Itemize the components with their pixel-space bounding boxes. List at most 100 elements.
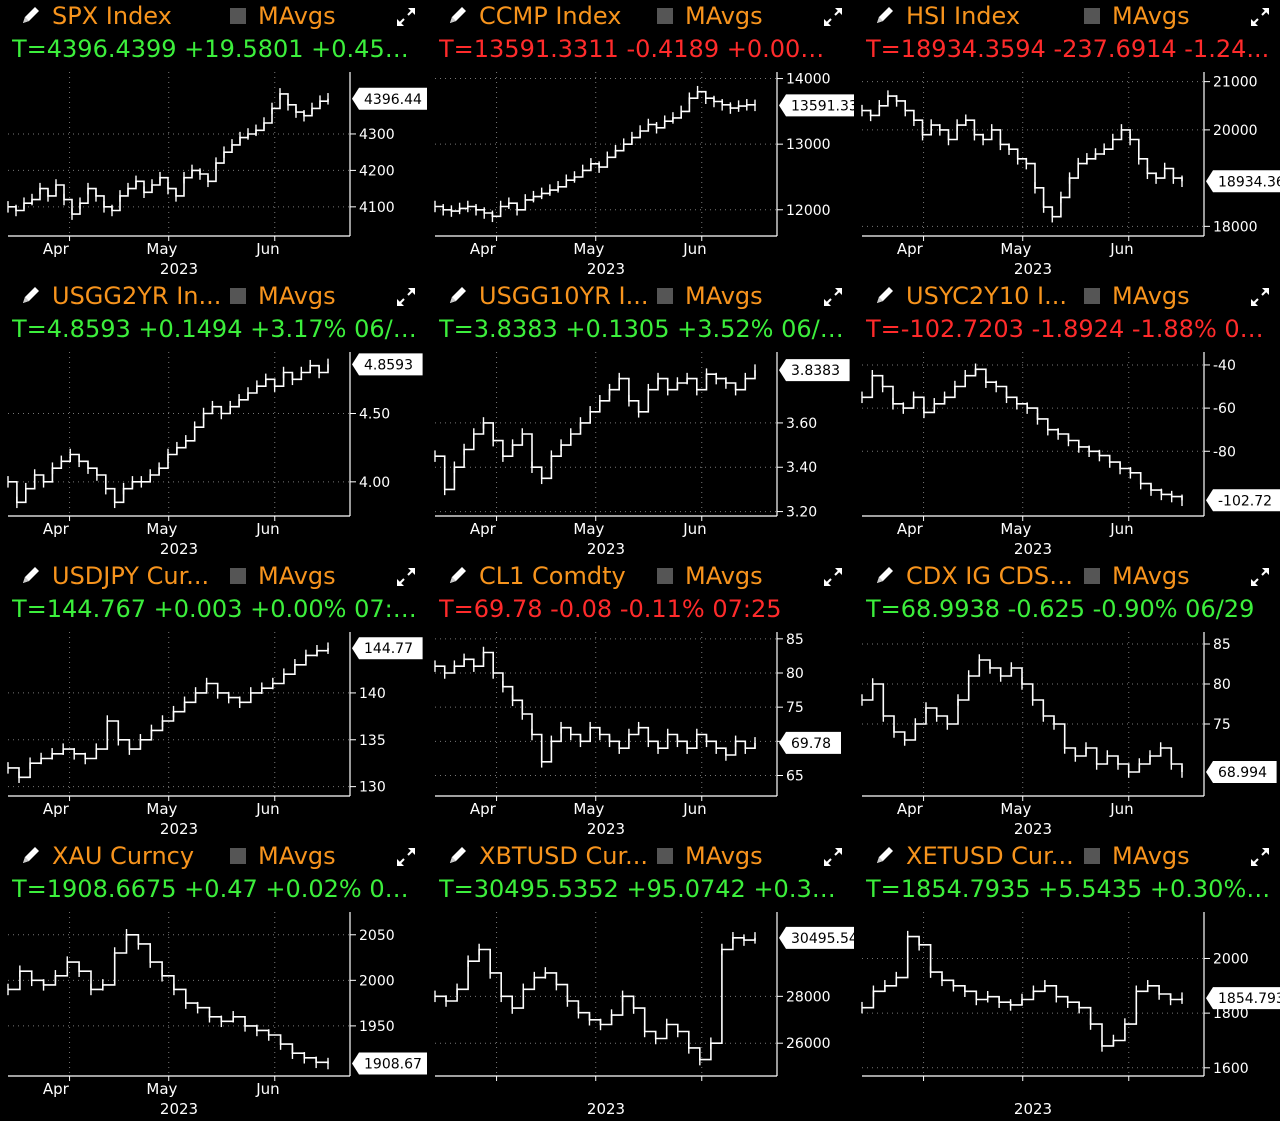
pencil-icon[interactable]: [447, 564, 469, 586]
expand-icon[interactable]: [394, 565, 418, 589]
expand-icon[interactable]: [394, 5, 418, 29]
last-price-label: 18934.36: [1218, 174, 1280, 190]
mavgs-checkbox[interactable]: [657, 8, 673, 24]
last-price-callout: 69.78: [779, 731, 841, 754]
mavgs-checkbox[interactable]: [230, 848, 246, 864]
ticker-label[interactable]: CCMP Index: [479, 2, 622, 30]
ticker-label[interactable]: HSI Index: [906, 2, 1021, 30]
price-chart[interactable]: 18000 20000 21000 Apr May Jun 2023 18934.36: [854, 66, 1280, 280]
ticker-label[interactable]: SPX Index: [52, 2, 172, 30]
pencil-icon[interactable]: [447, 4, 469, 26]
ticker-label[interactable]: USYC2Y10 I...: [906, 282, 1067, 310]
ticker-label[interactable]: USGG2YR In...: [52, 282, 222, 310]
year-label: 2023: [1014, 820, 1052, 838]
mavgs-label[interactable]: MAvgs: [258, 562, 336, 590]
price-series-line: [435, 370, 756, 491]
mavgs-checkbox[interactable]: [1084, 288, 1100, 304]
x-tick-label: Jun: [255, 1080, 279, 1098]
pencil-icon[interactable]: [447, 284, 469, 306]
last-price-box: [352, 353, 423, 376]
expand-icon[interactable]: [821, 845, 845, 869]
x-tick-label: Apr: [43, 1080, 70, 1098]
pencil-icon[interactable]: [20, 284, 42, 306]
price-chart[interactable]: -40 -60 -80 Apr May Jun 2023 -102.72: [854, 346, 1280, 560]
pencil-icon[interactable]: [20, 844, 42, 866]
pencil-icon[interactable]: [20, 564, 42, 586]
x-tick-label: Jun: [682, 800, 706, 818]
y-tick-label: -80: [1213, 444, 1236, 460]
price-chart[interactable]: 1950 2000 2050 Apr May Jun 2023 1908.67: [0, 906, 427, 1120]
pencil-icon[interactable]: [874, 284, 896, 306]
expand-icon[interactable]: [821, 5, 845, 29]
mavgs-checkbox[interactable]: [1084, 848, 1100, 864]
pencil-icon[interactable]: [874, 844, 896, 866]
expand-icon[interactable]: [394, 845, 418, 869]
pencil-icon[interactable]: [447, 844, 469, 866]
price-chart[interactable]: 4.00 4.50 Apr May Jun 2023 4.8593: [0, 346, 427, 560]
mavgs-label[interactable]: MAvgs: [685, 562, 763, 590]
mavgs-checkbox[interactable]: [230, 8, 246, 24]
expand-icon[interactable]: [821, 565, 845, 589]
mavgs-label[interactable]: MAvgs: [1112, 842, 1190, 870]
x-tick-label: Jun: [682, 520, 706, 538]
mavgs-label[interactable]: MAvgs: [685, 2, 763, 30]
last-price-callout: 4396.44: [352, 87, 427, 110]
mavgs-checkbox[interactable]: [657, 848, 673, 864]
y-tick-label: 13000: [786, 137, 831, 153]
ticker-label[interactable]: CDX IG CDSI...: [906, 562, 1078, 590]
pencil-icon[interactable]: [874, 4, 896, 26]
last-price-box: [352, 1052, 427, 1075]
mavgs-checkbox[interactable]: [657, 288, 673, 304]
price-chart[interactable]: 130 135 140 Apr May Jun 2023 144.77: [0, 626, 427, 840]
ticker-label[interactable]: USDJPY Cur...: [52, 562, 210, 590]
y-tick-label: 1600: [1213, 1061, 1249, 1077]
expand-icon[interactable]: [1248, 285, 1272, 309]
price-chart[interactable]: 12000 13000 14000 Apr May Jun 2023 13591.33: [427, 66, 854, 280]
expand-icon[interactable]: [1248, 845, 1272, 869]
mavgs-label[interactable]: MAvgs: [1112, 2, 1190, 30]
price-chart[interactable]: 3.20 3.40 3.60 Apr May Jun 2023 3.8383: [427, 346, 854, 560]
ticker-label[interactable]: USGG10YR I...: [479, 282, 649, 310]
x-tick-label: May: [1000, 520, 1031, 538]
mavgs-checkbox[interactable]: [230, 568, 246, 584]
mavgs-label[interactable]: MAvgs: [685, 282, 763, 310]
ticker-label[interactable]: XAU Curncy: [52, 842, 195, 870]
pencil-icon[interactable]: [874, 564, 896, 586]
price-chart[interactable]: 6570758085AprMayJun202369.78: [427, 626, 854, 840]
x-tick-label: Apr: [470, 520, 497, 538]
pencil-icon[interactable]: [20, 4, 42, 26]
price-chart[interactable]: 4100 4200 4300 Apr May Jun 2023 4396.44: [0, 66, 427, 280]
expand-icon[interactable]: [1248, 565, 1272, 589]
mavgs-checkbox[interactable]: [230, 288, 246, 304]
y-tick-label: 21000: [1213, 75, 1258, 91]
expand-icon[interactable]: [1248, 5, 1272, 29]
panel-header: CL1 Comdty MAvgs: [427, 560, 854, 594]
y-tick-label: -40: [1213, 358, 1236, 374]
mavgs-label[interactable]: MAvgs: [685, 842, 763, 870]
expand-icon[interactable]: [394, 285, 418, 309]
ticker-label[interactable]: CL1 Comdty: [479, 562, 626, 590]
mavgs-label[interactable]: MAvgs: [1112, 562, 1190, 590]
x-tick-label: Apr: [897, 800, 924, 818]
mavgs-label[interactable]: MAvgs: [1112, 282, 1190, 310]
last-price-callout: 3.8383: [779, 359, 850, 382]
price-chart[interactable]: 1600 1800 2000 2023 1854.793: [854, 906, 1280, 1120]
mavgs-label[interactable]: MAvgs: [258, 842, 336, 870]
mavgs-checkbox[interactable]: [657, 568, 673, 584]
quote-line: T=13591.3311 -0.4189 +0.00% 0...: [439, 35, 844, 63]
ticker-label[interactable]: XBTUSD Cur...: [479, 842, 648, 870]
price-chart[interactable]: 75 80 85 Apr May Jun 2023 68.994: [854, 626, 1280, 840]
x-tick-label: Jun: [255, 800, 279, 818]
mavgs-label[interactable]: MAvgs: [258, 2, 336, 30]
mavgs-label[interactable]: MAvgs: [258, 282, 336, 310]
year-label: 2023: [587, 260, 625, 278]
x-tick-label: Apr: [470, 240, 497, 258]
mavgs-checkbox[interactable]: [1084, 8, 1100, 24]
ticker-label[interactable]: XETUSD Cur...: [906, 842, 1074, 870]
price-chart[interactable]: 26000 28000 2023 30495.54: [427, 906, 854, 1120]
expand-icon[interactable]: [821, 285, 845, 309]
panel-header: XBTUSD Cur... MAvgs: [427, 840, 854, 874]
mavgs-checkbox[interactable]: [1084, 568, 1100, 584]
last-price-label: 30495.54: [791, 931, 854, 947]
quote-line: T=144.767 +0.003 +0.00% 07:36: [12, 595, 417, 623]
